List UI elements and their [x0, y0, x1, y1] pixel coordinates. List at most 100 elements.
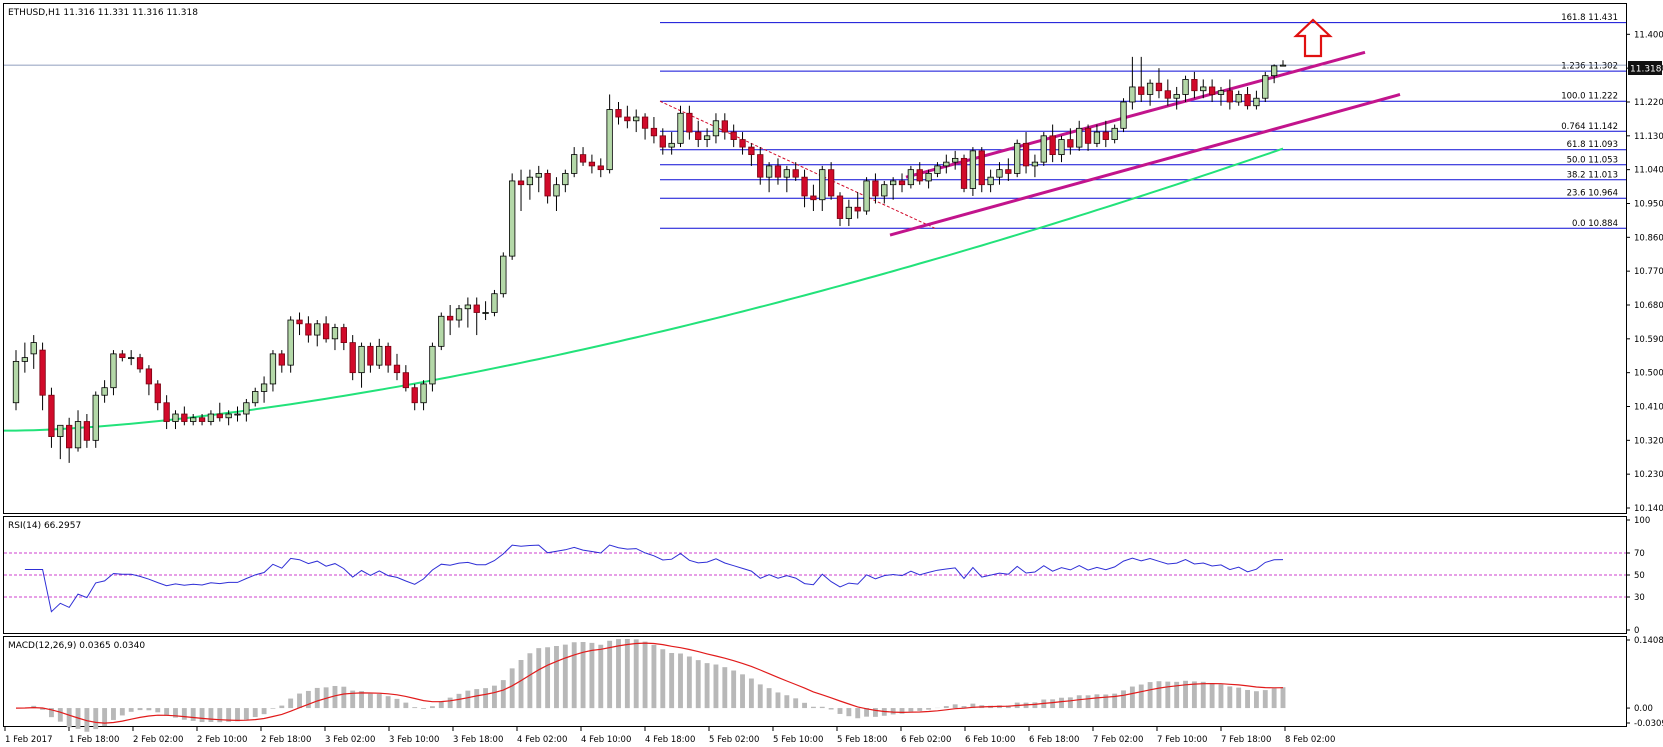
- candle-body: [641, 116, 649, 129]
- candle-body: [765, 165, 773, 178]
- candle-body: [633, 116, 640, 122]
- candle: [438, 312, 445, 351]
- candlesticks: [12, 56, 1287, 463]
- candle: [367, 342, 374, 373]
- candle: [30, 335, 37, 369]
- candle: [721, 113, 728, 140]
- candle-body: [83, 421, 91, 441]
- candle: [943, 154, 950, 174]
- candle-body: [526, 176, 534, 186]
- time-axis: 1 Feb 2017 1 Feb 18:00 2 Feb 02:00 2 Feb 10…: [4, 727, 1335, 745]
- candle-body: [234, 413, 241, 416]
- candle: [101, 380, 108, 403]
- candle-body: [810, 195, 817, 201]
- candle: [1076, 120, 1083, 151]
- candle-body: [1005, 169, 1012, 174]
- macd-indicator: 0.1408 0.00 -0.0309: [15, 636, 1663, 732]
- macd-signal-line: [15, 642, 1284, 724]
- candle-body: [207, 413, 215, 422]
- candle: [1058, 135, 1065, 163]
- time-tick-label: 2 Feb 02:00: [133, 735, 183, 745]
- candle: [854, 192, 861, 219]
- candle-body: [748, 146, 755, 156]
- candle-body: [1279, 64, 1287, 67]
- candle: [695, 120, 702, 148]
- time-tick-label: 7 Feb 02:00: [1093, 735, 1143, 745]
- candle: [659, 128, 666, 155]
- candle: [287, 316, 294, 373]
- candle-body: [296, 319, 303, 325]
- candle: [765, 162, 773, 193]
- price-tick-label: 10.680: [1634, 301, 1663, 311]
- candle-body: [358, 345, 365, 374]
- candle-body: [473, 304, 480, 313]
- fib-label: 61.8 11.093: [1567, 140, 1618, 150]
- candle-body: [172, 413, 179, 422]
- candle: [801, 169, 808, 208]
- candle: [92, 391, 99, 448]
- candle-body: [110, 353, 117, 389]
- candle-body: [1217, 90, 1225, 95]
- candle: [39, 342, 46, 411]
- macd-header: MACD(12,26,9) 0.0365 0.0340: [8, 641, 145, 651]
- time-tick-label: 5 Feb 18:00: [837, 735, 887, 745]
- price-panel[interactable]: [3, 3, 1627, 514]
- rsi-tick-label: 0: [1634, 626, 1639, 636]
- candle-body: [960, 157, 968, 189]
- price-axis: 11.40011.31011.22011.13011.04010.95010.8…: [1626, 30, 1663, 514]
- candle: [668, 132, 675, 155]
- candle-body: [429, 345, 436, 385]
- candle-body: [1226, 90, 1233, 103]
- time-tick-label: 8 Feb 02:00: [1285, 735, 1335, 745]
- candle-body: [1173, 94, 1180, 99]
- price-tick-label: 10.230: [1634, 470, 1663, 480]
- candle-body: [74, 421, 82, 449]
- candle: [517, 169, 525, 212]
- candle: [960, 154, 968, 193]
- candle: [482, 301, 489, 321]
- candle-body: [650, 127, 658, 137]
- candle: [535, 165, 542, 193]
- candle: [340, 323, 347, 351]
- candle: [633, 109, 640, 133]
- fib-label: 0.0 10.884: [1572, 219, 1618, 229]
- candle: [836, 192, 844, 227]
- candle: [881, 180, 888, 204]
- rsi-tick-label: 100: [1634, 516, 1650, 526]
- candle: [774, 158, 782, 185]
- time-tick-label: 7 Feb 10:00: [1157, 735, 1207, 745]
- candle: [1262, 71, 1269, 102]
- time-tick-label: 4 Feb 02:00: [517, 735, 567, 745]
- candle: [420, 380, 427, 411]
- candle-body: [819, 169, 826, 201]
- price-tick-label: 11.400: [1634, 30, 1663, 40]
- candle: [136, 353, 144, 373]
- candle: [845, 199, 852, 227]
- candle: [562, 169, 569, 193]
- current-price-label: 11.318: [1630, 65, 1662, 75]
- candle: [1200, 79, 1207, 99]
- candle: [907, 165, 915, 189]
- candle-body: [322, 323, 330, 340]
- candle: [1129, 56, 1136, 110]
- candle-body: [1270, 65, 1278, 77]
- candle-body: [154, 383, 161, 404]
- candle-body: [792, 169, 799, 178]
- candle: [890, 177, 897, 200]
- candle: [128, 350, 135, 366]
- time-tick-label: 5 Feb 02:00: [709, 735, 759, 745]
- time-tick-label: 3 Feb 18:00: [453, 735, 503, 745]
- candle-body: [393, 364, 401, 374]
- candle-body: [1253, 97, 1260, 107]
- candle-body: [774, 165, 782, 178]
- candle-body: [216, 413, 223, 419]
- candle: [119, 350, 126, 362]
- candle-body: [163, 402, 170, 422]
- price-tick-label: 10.950: [1634, 199, 1663, 209]
- candle-body: [21, 357, 29, 362]
- candle: [1270, 64, 1278, 84]
- candle-body: [1146, 82, 1154, 95]
- macd-panel[interactable]: [3, 636, 1627, 727]
- candle-body: [1058, 139, 1065, 156]
- candle-body: [1022, 142, 1030, 167]
